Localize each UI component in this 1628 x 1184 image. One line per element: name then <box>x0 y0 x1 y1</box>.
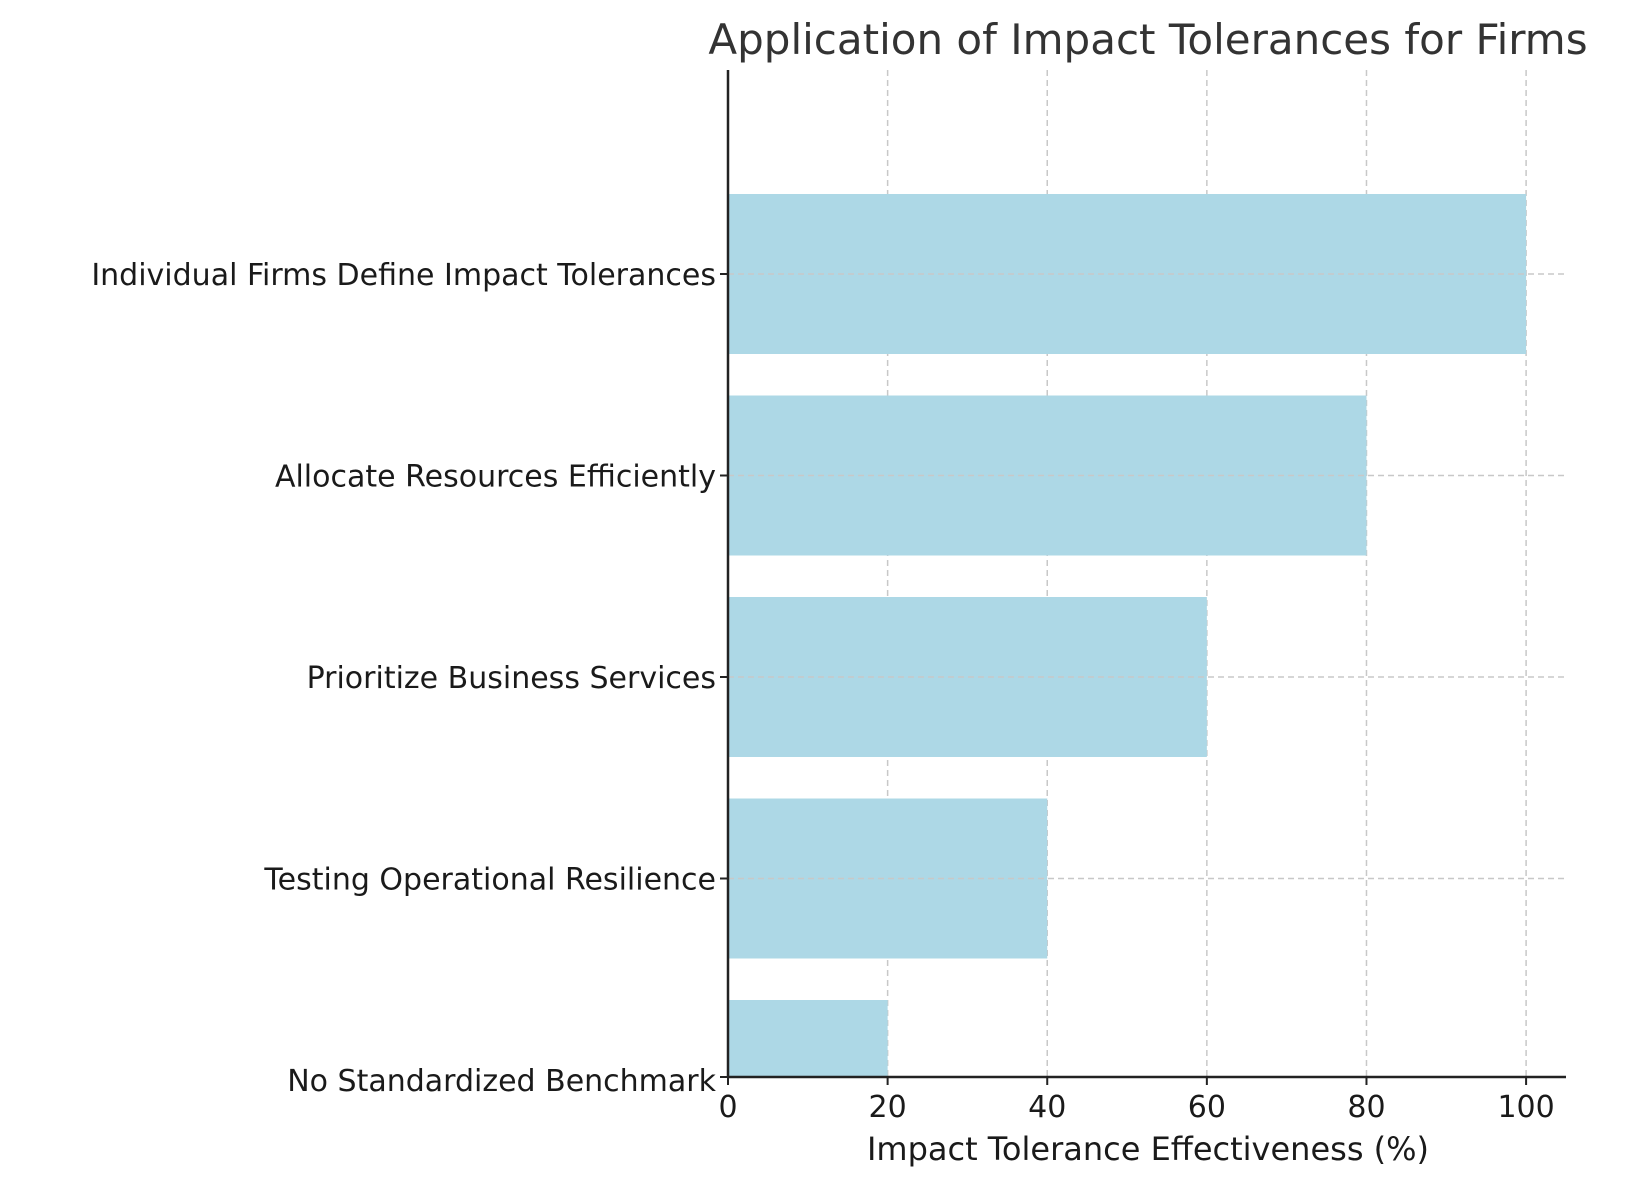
bar <box>728 597 1207 757</box>
y-tick-label: Prioritize Business Services <box>307 661 716 696</box>
y-tick-label: No Standardized Benchmark <box>287 1064 716 1099</box>
y-tick-label: Individual Firms Define Impact Tolerance… <box>91 258 716 293</box>
x-tick-label: 40 <box>1028 1090 1066 1125</box>
ticks-layer: 0 20 40 60 80 100 No Standardized Benchmark Tes… <box>91 258 1554 1125</box>
bar <box>728 1000 888 1077</box>
axes-layer <box>726 70 1566 1079</box>
x-tick-label: 20 <box>869 1090 907 1125</box>
x-tick-label: 80 <box>1347 1090 1385 1125</box>
chart-title: Application of Impact Tolerances for Fir… <box>708 15 1587 64</box>
bar <box>728 194 1527 354</box>
y-tick-label: Testing Operational Resilience <box>263 863 716 898</box>
x-axis-label: Impact Tolerance Effectiveness (%) <box>867 1130 1429 1168</box>
x-tick-label: 60 <box>1188 1090 1226 1125</box>
x-tick-label: 0 <box>718 1090 737 1125</box>
x-tick-label: 100 <box>1497 1090 1554 1125</box>
bars-layer <box>728 194 1566 1077</box>
y-tick-label: Allocate Resources Efficiently <box>275 460 716 495</box>
